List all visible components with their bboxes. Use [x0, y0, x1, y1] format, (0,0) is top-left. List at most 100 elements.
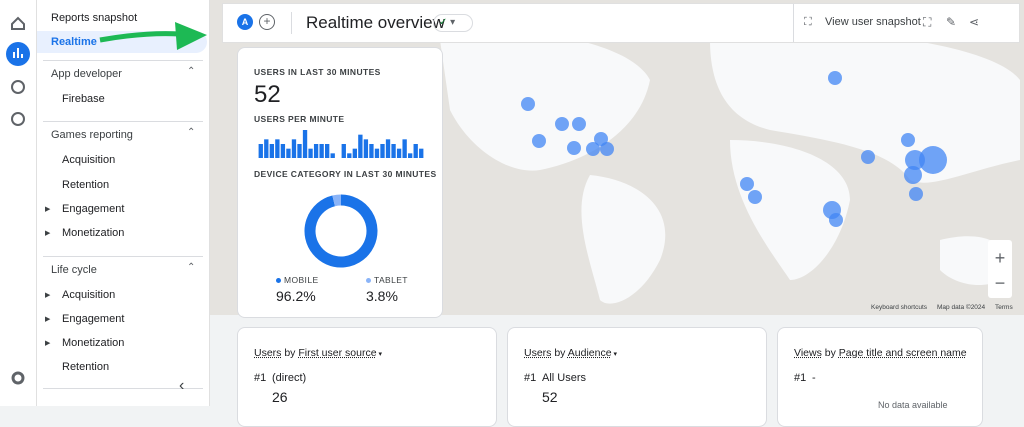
snapshot-icon[interactable]: ⛶	[804, 16, 812, 29]
caret: ⌃	[187, 262, 195, 273]
bar	[303, 130, 307, 158]
legend-value: 3.8%	[366, 288, 398, 304]
divider	[43, 256, 203, 257]
metric-label: USERS PER MINUTE	[254, 114, 344, 124]
expand-arrow: ▶	[45, 205, 50, 213]
bar	[358, 135, 362, 158]
metric-label: USERS IN LAST 30 MINUTES	[254, 67, 381, 77]
legend-label: MOBILE	[284, 275, 319, 285]
bar	[408, 153, 412, 158]
snapshot-button[interactable]: View user snapshot	[825, 16, 921, 28]
title-dimension[interactable]: First user source	[298, 347, 376, 359]
rank: #1	[524, 372, 536, 384]
title-dimension[interactable]: Views	[794, 347, 822, 359]
expand-arrow: ▶	[45, 291, 50, 299]
card-title: Users by First user source ▾	[254, 347, 382, 359]
collapse-button[interactable]: ‹	[179, 377, 184, 395]
map-link[interactable]: Terms	[995, 304, 1013, 311]
expand-arrow: ▶	[45, 315, 50, 323]
card-title: Users by Audience ▾	[524, 347, 617, 359]
bar	[259, 144, 263, 158]
title-dimension[interactable]: Page title and screen name	[839, 347, 967, 359]
add-comparison[interactable]: +	[259, 14, 275, 30]
bar	[264, 139, 268, 158]
title-dimension[interactable]: Users	[254, 347, 281, 359]
bar	[314, 144, 318, 158]
explore-icon[interactable]	[12, 81, 24, 93]
title-dimension[interactable]: Users	[524, 347, 551, 359]
nav-item[interactable]: Realtime	[51, 36, 97, 48]
legend-label: TABLET	[374, 275, 408, 285]
bar	[364, 139, 368, 158]
nav-item[interactable]: Monetization	[62, 227, 124, 239]
sidebar: Reports snapshot Realtime App developer ⌃…	[37, 0, 210, 406]
card-title: Views by Page title and screen name	[794, 347, 967, 359]
nav-item[interactable]: Engagement	[62, 313, 124, 325]
legend-dot	[276, 278, 281, 283]
svg-text:−: −	[995, 273, 1006, 293]
bar	[292, 139, 296, 158]
bar	[347, 153, 351, 158]
report-card: Views by Page title and screen name #1- No…	[777, 327, 983, 427]
section-title[interactable]: App developer	[51, 68, 122, 80]
bar	[308, 149, 312, 158]
share-icon[interactable]: ⋖	[969, 15, 979, 29]
top-item: (direct)	[272, 372, 306, 384]
bar	[414, 144, 418, 158]
nav-item[interactable]: Acquisition	[62, 154, 115, 166]
title-joiner: by	[281, 347, 298, 359]
bar	[369, 144, 373, 158]
empty-note: No data available	[878, 400, 948, 410]
section-title[interactable]: Life cycle	[51, 264, 97, 276]
home-icon[interactable]	[12, 18, 24, 29]
title-joiner: by	[822, 347, 839, 359]
top-item: -	[812, 372, 816, 384]
nav-item[interactable]: Monetization	[62, 337, 124, 349]
bar	[402, 139, 406, 158]
top-item: All Users	[542, 372, 586, 384]
top-value: 52	[542, 389, 558, 405]
donut-segment	[310, 200, 372, 262]
map-link[interactable]: Keyboard shortcuts	[871, 304, 927, 311]
page-title: Realtime overview	[306, 13, 445, 33]
bar	[397, 149, 401, 158]
nav-item[interactable]: Acquisition	[62, 289, 115, 301]
dropdown-caret: ▾	[377, 351, 382, 358]
nav-item[interactable]: Retention	[62, 361, 109, 373]
report-card: Users by Audience ▾ #1 All Users 52	[507, 327, 767, 427]
annotation-arrow	[95, 20, 210, 56]
section-title[interactable]: Games reporting	[51, 129, 133, 141]
bar	[325, 144, 329, 158]
page: Reports snapshot Realtime App developer ⌃…	[0, 0, 1024, 406]
legend-dot	[366, 278, 371, 283]
realtime-card: USERS IN LAST 30 MINUTES 52 USERS PER MI…	[237, 47, 443, 318]
edit-icon[interactable]: ✎	[946, 15, 956, 29]
map-attribution: Map data ©2024	[937, 304, 985, 311]
caret: ⌃	[187, 66, 195, 77]
nav-item[interactable]: Retention	[62, 179, 109, 191]
title-joiner: by	[551, 347, 567, 359]
dropdown-caret: ▾	[612, 351, 617, 358]
advertising-icon[interactable]	[12, 113, 24, 125]
legend-value: 96.2%	[276, 288, 316, 304]
report-card: Users by First user source ▾ #1 (direct) 26	[237, 327, 497, 427]
settings-icon[interactable]	[13, 373, 23, 383]
nav-item[interactable]: Engagement	[62, 203, 124, 215]
expand-arrow: ▶	[45, 229, 50, 237]
bar	[331, 153, 335, 158]
bar	[270, 144, 274, 158]
divider	[43, 60, 203, 61]
title-dimension[interactable]: Audience	[568, 347, 612, 359]
bar	[275, 139, 279, 158]
bar	[319, 144, 323, 158]
nav-item[interactable]: Firebase	[62, 93, 105, 105]
status-chip[interactable]: ✓ ▾	[433, 14, 473, 32]
caret: ⌃	[187, 127, 195, 138]
metric-value: 52	[254, 81, 281, 109]
comparison-chip[interactable]: A	[237, 14, 253, 30]
bar	[353, 149, 357, 158]
metric-label: DEVICE CATEGORY IN LAST 30 MINUTES	[254, 169, 437, 179]
per-minute-chart	[258, 128, 424, 160]
fullscreen-icon[interactable]: ⛶	[923, 15, 931, 30]
rank: #1	[794, 372, 806, 384]
